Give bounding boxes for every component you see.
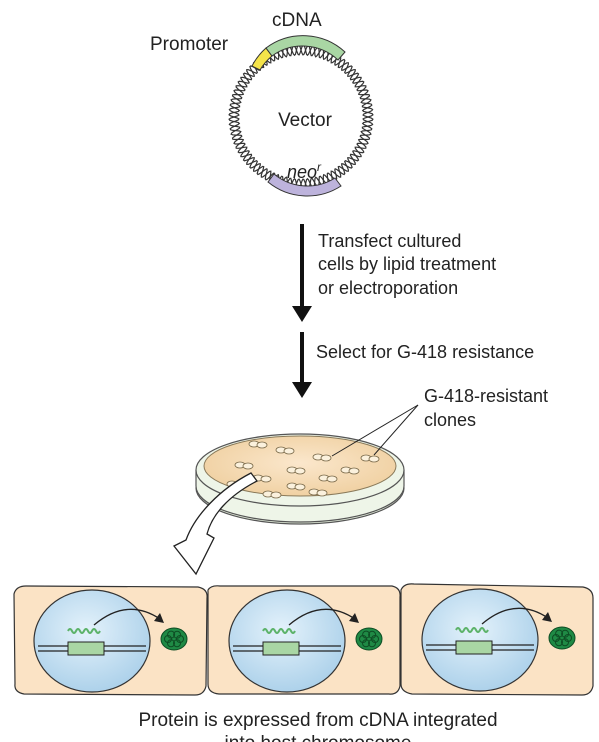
nucleus	[421, 588, 539, 692]
cdna-segment	[265, 35, 346, 61]
colony	[286, 482, 306, 491]
cdna-label: cDNA	[272, 10, 322, 31]
colony	[262, 490, 282, 499]
neo-label: neor	[287, 160, 322, 182]
promoter-label: Promoter	[150, 34, 229, 55]
mrna	[262, 628, 296, 634]
nucleus	[228, 589, 346, 693]
mrna	[455, 627, 489, 633]
colony	[286, 466, 306, 475]
neo-segment	[267, 173, 342, 197]
colony	[360, 454, 380, 463]
colony	[252, 474, 272, 483]
select-arrow	[292, 332, 312, 398]
transfect-step-line-3: or electroporation	[318, 278, 458, 298]
translation-arrow	[481, 607, 549, 625]
protein	[160, 627, 188, 651]
caption-line-2: into host chromosome	[225, 733, 412, 742]
colony	[248, 440, 268, 449]
petri-dish	[195, 433, 405, 525]
pick-clone-arrow	[172, 472, 258, 576]
select-step-label: Select for G-418 resistance	[316, 342, 534, 362]
translation-arrow	[93, 608, 161, 626]
dna-helix-ring-strand	[228, 44, 374, 190]
vector-label: Vector	[278, 110, 333, 131]
colony	[234, 461, 254, 470]
integrated-cdna	[67, 641, 105, 656]
mrna	[67, 628, 101, 634]
transfect-step-line-1: Transfect cultured	[318, 231, 461, 251]
clones-label-line-2: clones	[424, 410, 476, 430]
clone-pointer-lines	[331, 404, 419, 457]
colony	[340, 466, 360, 475]
colony	[308, 488, 328, 497]
cell-3-contents	[421, 588, 576, 692]
transfect-arrow	[292, 224, 312, 322]
transfect-step-line-2: cells by lipid treatment	[318, 254, 496, 274]
nucleus	[33, 589, 151, 693]
plasmid-vector	[228, 35, 374, 197]
cell-1-contents	[33, 589, 188, 693]
caption-line-1: Protein is expressed from cDNA integrate…	[138, 710, 497, 731]
translation-arrow	[288, 608, 356, 626]
colony	[318, 474, 338, 483]
protein	[548, 626, 576, 650]
integrated-cdna	[455, 640, 493, 655]
clones-label-line-1: G-418-resistant	[424, 386, 548, 406]
cell-internals	[33, 588, 576, 693]
integrated-cdna	[262, 641, 300, 656]
colony	[312, 453, 332, 462]
colony	[275, 446, 295, 455]
protein	[355, 627, 383, 651]
cell-2-contents	[228, 589, 383, 693]
